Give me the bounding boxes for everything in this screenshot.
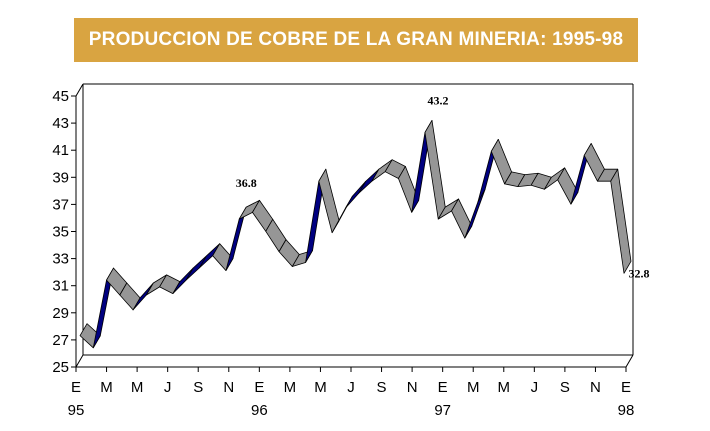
x-tick-year-label: 97 [434, 402, 451, 419]
floor-right-edge [625, 354, 634, 368]
ribbon-segment [464, 189, 486, 239]
x-tick-month-label: E [621, 379, 631, 396]
y-tick-label: 45 [52, 88, 69, 105]
chart-title: PRODUCCION DE COBRE DE LA GRAN MINERIA: … [88, 29, 624, 50]
x-tick-month-label: M [498, 379, 511, 396]
x-tick-month-label: J [347, 379, 355, 396]
x-tick-month-label: M [100, 379, 113, 396]
y-tick-label: 39 [52, 169, 69, 186]
y-tick-label: 25 [52, 359, 69, 376]
y-tick-label: 43 [52, 115, 69, 132]
ribbon-segment [424, 119, 446, 220]
x-tick-month-label: M [314, 379, 327, 396]
x-tick-month-label: S [560, 379, 570, 396]
y-tick-label: 35 [52, 224, 69, 241]
x-tick-month-label: M [467, 379, 480, 396]
x-tick-month-label: N [407, 379, 418, 396]
y-axis-ticks: 25 27 29 31 33 35 37 39 41 43 45 [52, 88, 76, 376]
y-tick-label: 41 [52, 142, 69, 159]
y-tick-label: 33 [52, 251, 69, 268]
x-tick-month-label: J [164, 379, 172, 396]
x-tick-month-label: S [193, 379, 203, 396]
x-tick-month-label: E [254, 379, 264, 396]
data-label: 32.8 [629, 266, 650, 280]
x-tick-month-label: M [131, 379, 144, 396]
data-ribbon [79, 119, 632, 349]
x-axis-ticks: E M M J S N E M M J S N E M M J S N E95 96 97 98 [68, 367, 635, 419]
x-tick-month-label: S [377, 379, 387, 396]
ribbon-segment [610, 168, 632, 274]
chart-title-bar: PRODUCCION DE COBRE DE LA GRAN MINERIA: … [74, 18, 638, 62]
x-tick-month-label: J [531, 379, 539, 396]
x-tick-month-label: N [223, 379, 234, 396]
x-tick-month-label: N [590, 379, 601, 396]
y-tick-label: 27 [52, 332, 69, 349]
x-tick-year-label: 95 [68, 402, 85, 419]
x-tick-year-label: 98 [618, 402, 635, 419]
ribbon-segment [358, 168, 380, 194]
data-labels: 36.8 43.2 32.8 [236, 93, 650, 280]
x-tick-year-label: 96 [251, 402, 268, 419]
ribbon-segment [185, 255, 207, 281]
x-tick-month-label: E [71, 379, 81, 396]
y-tick-label: 37 [52, 196, 69, 213]
frame-top-left-edge [75, 83, 84, 97]
floor-left-edge [75, 354, 84, 368]
ribbon-segment [344, 180, 367, 209]
y-tick-label: 29 [52, 305, 69, 322]
data-label: 36.8 [236, 176, 257, 190]
x-tick-month-label: M [284, 379, 297, 396]
x-tick-month-label: E [438, 379, 448, 396]
data-label: 43.2 [427, 93, 448, 107]
y-tick-label: 31 [52, 278, 69, 295]
ribbon-segment [318, 168, 340, 234]
plot-frame [75, 83, 634, 368]
